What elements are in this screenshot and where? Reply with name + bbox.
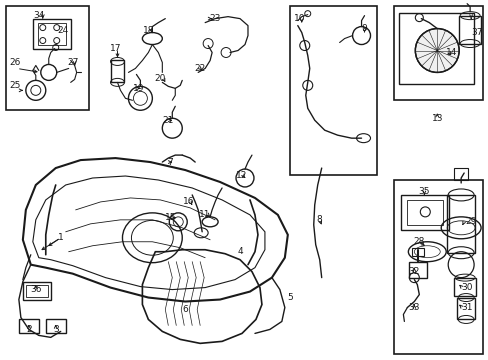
Bar	[447, 195, 474, 253]
Text: 12: 12	[236, 171, 247, 180]
Bar	[33, 19, 71, 49]
Bar	[453, 168, 467, 180]
Text: 17: 17	[109, 44, 121, 53]
Text: 3: 3	[53, 325, 59, 334]
Text: 11: 11	[199, 210, 210, 219]
Bar	[453, 278, 475, 296]
Circle shape	[414, 28, 458, 72]
Text: 2: 2	[26, 325, 32, 334]
Text: 1: 1	[58, 233, 63, 242]
Text: 35: 35	[418, 188, 429, 197]
Text: 25: 25	[9, 81, 20, 90]
Bar	[394, 180, 482, 354]
Text: 31: 31	[461, 303, 472, 312]
Text: 7: 7	[167, 158, 173, 167]
Text: 16: 16	[182, 197, 194, 206]
Text: 5: 5	[286, 293, 292, 302]
Text: 22: 22	[194, 64, 205, 73]
Bar	[456, 298, 474, 319]
Text: 20: 20	[154, 74, 165, 83]
Text: 19: 19	[132, 84, 144, 93]
Text: 21: 21	[163, 116, 174, 125]
Bar	[394, 6, 482, 100]
Bar	[23, 282, 51, 300]
Bar	[458, 15, 480, 44]
Text: 9: 9	[361, 24, 366, 33]
Bar	[401, 195, 448, 230]
Text: 27: 27	[67, 58, 78, 67]
Text: 4: 4	[237, 247, 243, 256]
Text: 14: 14	[445, 48, 456, 57]
Text: 23: 23	[209, 14, 221, 23]
Text: 37: 37	[470, 28, 482, 37]
Bar	[6, 6, 88, 110]
Text: 24: 24	[57, 26, 68, 35]
Bar	[399, 13, 473, 84]
Text: 30: 30	[461, 283, 472, 292]
Bar	[19, 319, 39, 333]
Bar	[46, 319, 65, 333]
Bar	[110, 60, 124, 82]
Text: 8: 8	[316, 215, 322, 224]
Bar	[26, 285, 48, 297]
Text: 10: 10	[293, 14, 305, 23]
Text: 13: 13	[430, 114, 442, 123]
Bar	[407, 200, 442, 225]
Bar	[408, 262, 427, 278]
Text: 18: 18	[142, 26, 154, 35]
Text: 36: 36	[30, 285, 41, 294]
Text: 33: 33	[408, 303, 419, 312]
Bar	[38, 23, 65, 45]
Text: 6: 6	[182, 305, 188, 314]
Text: 29: 29	[465, 217, 476, 226]
Text: 26: 26	[9, 58, 20, 67]
Bar	[289, 6, 377, 175]
Text: 34: 34	[33, 11, 44, 20]
Text: 15: 15	[164, 213, 176, 222]
Text: 28: 28	[413, 237, 424, 246]
Bar	[411, 248, 424, 256]
Text: 32: 32	[408, 267, 419, 276]
